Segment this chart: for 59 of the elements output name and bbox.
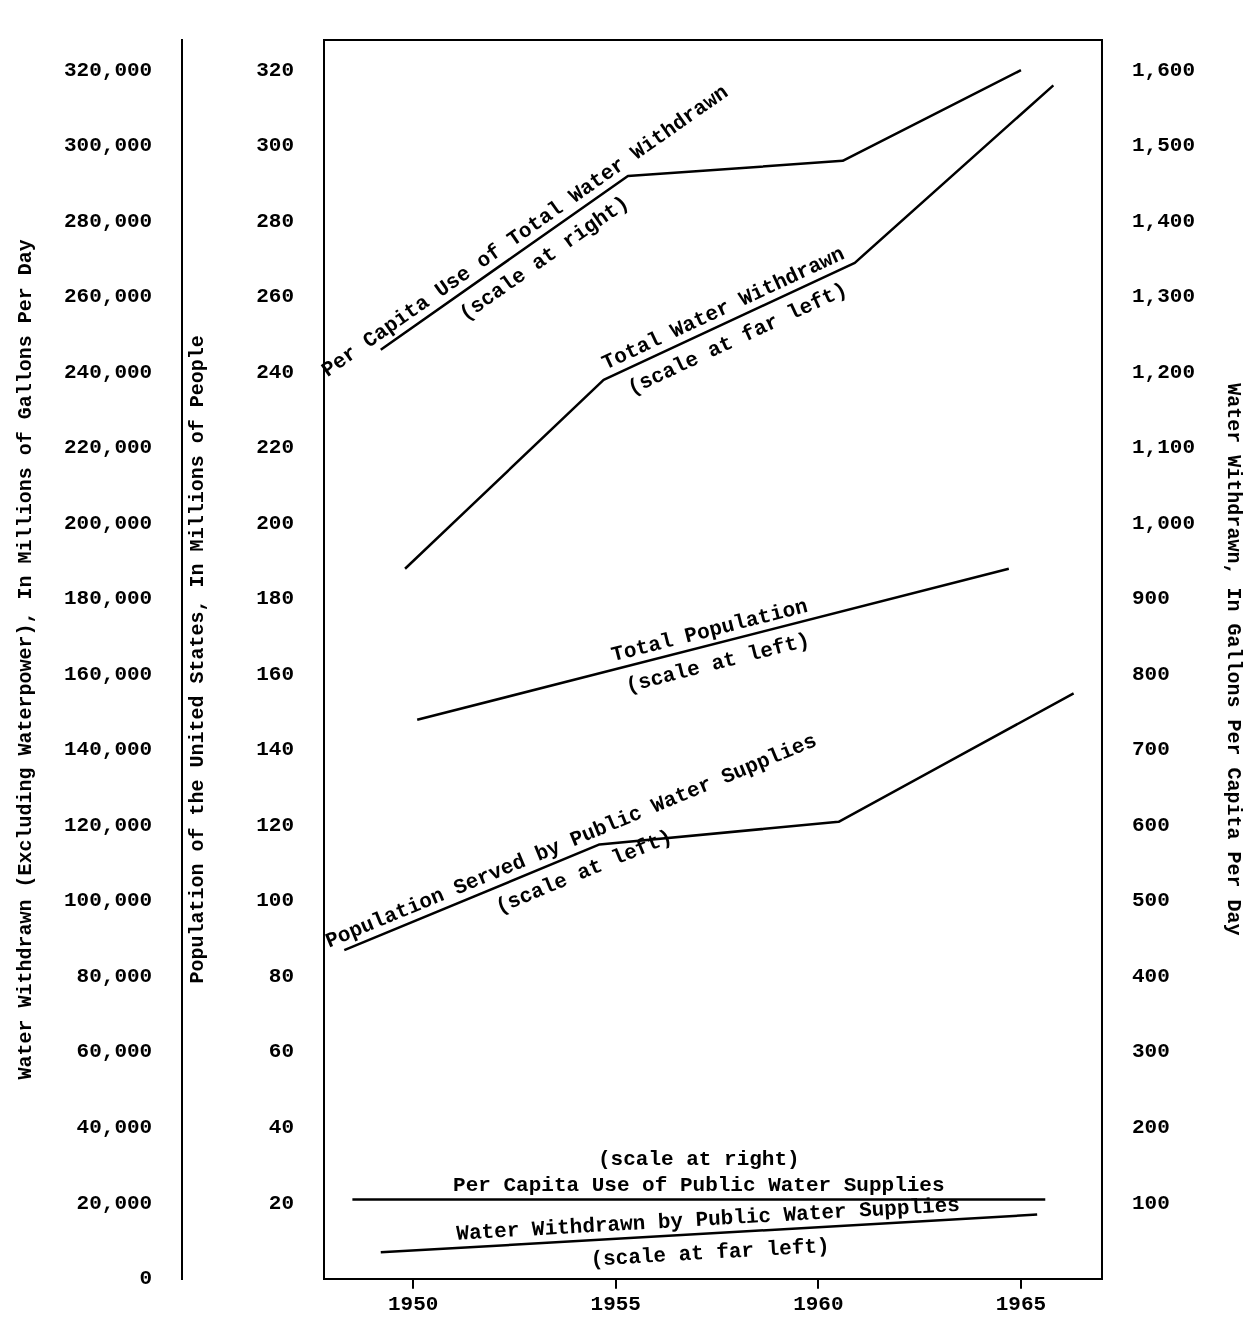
y-tick-label: 20 xyxy=(268,1191,295,1215)
x-tick-label: 1955 xyxy=(590,1292,641,1316)
x-tick-label: 1960 xyxy=(793,1292,844,1316)
y-tick-label: 120 xyxy=(256,813,295,837)
y3-tick-label: 160,000 xyxy=(64,662,153,686)
y2-tick-label: 800 xyxy=(1131,662,1170,686)
y2-tick-label: 1,100 xyxy=(1131,436,1196,460)
y-tick-label: 60 xyxy=(268,1040,295,1064)
y2-tick-label: 300 xyxy=(1131,1040,1170,1064)
y2-tick-label: 100 xyxy=(1131,1191,1170,1215)
y-tick-label: 140 xyxy=(256,738,295,762)
y-tick-label: 100 xyxy=(256,889,295,913)
y3-tick-label: 100,000 xyxy=(64,889,153,913)
y2-tick-label: 1,300 xyxy=(1131,285,1196,309)
annotation: (scale at far left) xyxy=(589,1234,831,1272)
annotation: (scale at right) xyxy=(598,1147,800,1171)
y2-axis-title: Water Withdrawn, In Gallons Per Capita Per Day xyxy=(1221,383,1245,936)
series-label: Per Capita Use of Public Water Supplies xyxy=(453,1174,945,1198)
y-axis-title: Population of the United States, In Millions of People xyxy=(186,335,210,984)
y-tick-label: 220 xyxy=(256,436,295,460)
y2-tick-label: 400 xyxy=(1131,964,1170,988)
y-tick-label: 200 xyxy=(256,511,295,535)
y3-axis-title: Water Withdrawn (Excluding Waterpower), In Millions of Gallons Per Day xyxy=(14,239,38,1080)
y2-tick-label: 1,600 xyxy=(1131,58,1196,82)
y2-tick-label: 1,000 xyxy=(1131,511,1196,535)
y-tick-label: 240 xyxy=(256,360,295,384)
y-tick-label: 320 xyxy=(256,58,295,82)
y3-tick-label: 260,000 xyxy=(64,285,153,309)
y-tick-label: 40 xyxy=(268,1116,295,1140)
y3-tick-label: 0 xyxy=(139,1267,153,1291)
y2-tick-label: 200 xyxy=(1131,1116,1170,1140)
y3-tick-label: 120,000 xyxy=(64,813,153,837)
y2-tick-label: 600 xyxy=(1131,813,1170,837)
x-tick-label: 1965 xyxy=(995,1292,1047,1316)
y3-tick-label: 180,000 xyxy=(64,587,153,611)
y3-tick-label: 60,000 xyxy=(76,1040,153,1064)
y3-tick-label: 40,000 xyxy=(76,1116,153,1140)
y-tick-label: 260 xyxy=(256,285,295,309)
y3-tick-label: 280,000 xyxy=(64,209,153,233)
y2-tick-label: 900 xyxy=(1131,587,1170,611)
y3-tick-label: 240,000 xyxy=(64,360,153,384)
y3-tick-label: 80,000 xyxy=(76,964,153,988)
y-tick-label: 160 xyxy=(256,662,295,686)
y-tick-label: 80 xyxy=(268,964,295,988)
y2-tick-label: 1,200 xyxy=(1131,360,1196,384)
y2-tick-label: 1,400 xyxy=(1131,209,1196,233)
y-tick-label: 300 xyxy=(256,134,295,158)
y2-tick-label: 1,500 xyxy=(1131,134,1196,158)
y3-tick-label: 300,000 xyxy=(64,134,153,158)
y-tick-label: 280 xyxy=(256,209,295,233)
y3-tick-label: 200,000 xyxy=(64,511,153,535)
y2-tick-label: 700 xyxy=(1131,738,1170,762)
y3-tick-label: 220,000 xyxy=(64,436,153,460)
y3-tick-label: 320,000 xyxy=(64,58,153,82)
x-tick-label: 1950 xyxy=(387,1292,439,1316)
y3-tick-label: 140,000 xyxy=(64,738,153,762)
y2-tick-label: 500 xyxy=(1131,889,1170,913)
y3-tick-label: 20,000 xyxy=(76,1191,153,1215)
y-tick-label: 180 xyxy=(256,587,295,611)
